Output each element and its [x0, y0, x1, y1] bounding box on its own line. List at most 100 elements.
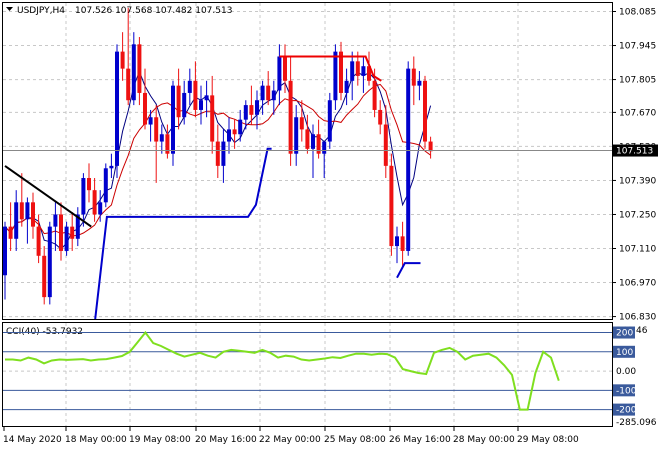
- candle: [305, 114, 310, 154]
- chart-header: USDJPY,H4 107.526 107.568 107.482 107.51…: [6, 6, 232, 16]
- cci-scale-bottom: -285.096: [616, 418, 657, 428]
- candle-body: [59, 214, 63, 251]
- candle: [3, 221, 7, 300]
- price-tick-label: 107.805: [619, 76, 656, 86]
- time-tick-label: 29 May 08:00: [517, 435, 579, 445]
- candle-body: [327, 100, 332, 142]
- candle: [64, 221, 69, 256]
- time-tick-label: 18 May 00:00: [65, 435, 127, 445]
- candle-body: [367, 66, 371, 81]
- candle: [367, 51, 371, 86]
- candle: [159, 124, 164, 154]
- candle: [350, 51, 355, 101]
- candle-body: [98, 202, 103, 215]
- candle: [115, 44, 119, 179]
- cci-level-box: [613, 403, 635, 416]
- candle-body: [42, 255, 47, 298]
- time-tick-label: 26 May 16:00: [389, 435, 451, 445]
- time-axis: 14 May 2020 18 May 00:00 19 May 08:00 20 Ma…: [3, 427, 579, 445]
- cci-level-box: [613, 384, 635, 397]
- candle: [47, 221, 52, 305]
- candle-body: [199, 100, 203, 110]
- candle-body: [299, 117, 304, 130]
- candle-body: [193, 80, 198, 110]
- candle-body: [115, 51, 119, 166]
- candle-body: [339, 51, 343, 93]
- candle: [344, 68, 349, 106]
- price-tick-label: 108.085: [619, 8, 656, 18]
- candle: [176, 68, 181, 130]
- candle-body: [64, 226, 69, 251]
- candle: [154, 105, 159, 183]
- candle: [316, 119, 321, 159]
- candle: [389, 153, 394, 256]
- candle-body: [221, 141, 226, 166]
- candle-body: [126, 68, 131, 101]
- candle-body: [294, 117, 299, 154]
- candle-body: [14, 202, 19, 239]
- candle: [193, 61, 198, 118]
- resistance-line: [279, 55, 382, 82]
- cci-level-box: [613, 326, 635, 339]
- candle-body: [87, 178, 91, 191]
- candle: [92, 178, 97, 222]
- candle-body: [423, 80, 427, 142]
- candle: [8, 202, 13, 251]
- candle: [148, 109, 153, 142]
- candle-body: [389, 165, 394, 247]
- cci-level-label: 200: [616, 329, 633, 339]
- candle-body: [159, 134, 164, 142]
- candle: [36, 214, 41, 264]
- candle: [25, 197, 30, 244]
- candle-body: [70, 226, 75, 239]
- candlestick-series: [3, 7, 433, 305]
- candle-body: [171, 85, 175, 154]
- candle-body: [92, 190, 97, 215]
- time-tick-label: 25 May 08:00: [324, 435, 386, 445]
- candle: [182, 80, 187, 125]
- candle: [81, 173, 86, 227]
- candle: [266, 71, 271, 106]
- candle: [411, 56, 416, 106]
- candle-body: [288, 80, 293, 154]
- time-tick-label: 20 May 16:00: [195, 435, 257, 445]
- candle-body: [395, 236, 399, 247]
- cci-level-box: [613, 345, 635, 358]
- candle-body: [8, 226, 13, 239]
- candle-body: [411, 68, 416, 86]
- price-axis: 108.085107.945107.805107.670107.530107.3…: [612, 8, 656, 323]
- candle: [311, 124, 315, 179]
- candle: [143, 68, 147, 130]
- current-price-text: 107.513: [616, 147, 653, 157]
- candle-body: [47, 226, 52, 298]
- candle-body: [311, 134, 315, 149]
- cci-level-labels: 200 100 0.00 -100 -200: [613, 326, 637, 416]
- time-tick-label: 28 May 00:00: [453, 435, 515, 445]
- cci-level-label: 100: [616, 348, 633, 358]
- support-line-2: [396, 262, 421, 279]
- dropdown-triangle-icon[interactable]: [6, 7, 13, 11]
- candle-body: [53, 214, 58, 227]
- candle-body: [3, 226, 7, 276]
- candle: [238, 109, 243, 142]
- candle-body: [383, 124, 388, 166]
- candle-body: [249, 105, 254, 115]
- candle-body: [131, 44, 136, 101]
- candle-body: [154, 117, 159, 142]
- candle: [199, 85, 203, 125]
- cci-level-label: 0.00: [616, 367, 636, 377]
- candle: [75, 207, 80, 247]
- candle: [210, 75, 215, 154]
- candle: [227, 117, 231, 154]
- candle-body: [204, 95, 209, 101]
- candle-body: [283, 56, 287, 81]
- cci-line: [5, 330, 560, 411]
- candle-body: [137, 44, 142, 93]
- candle: [204, 80, 209, 118]
- candle: [171, 80, 175, 166]
- cci-title: CCI(40) -53.7932: [6, 327, 83, 337]
- candle: [19, 173, 24, 227]
- candle: [165, 124, 170, 159]
